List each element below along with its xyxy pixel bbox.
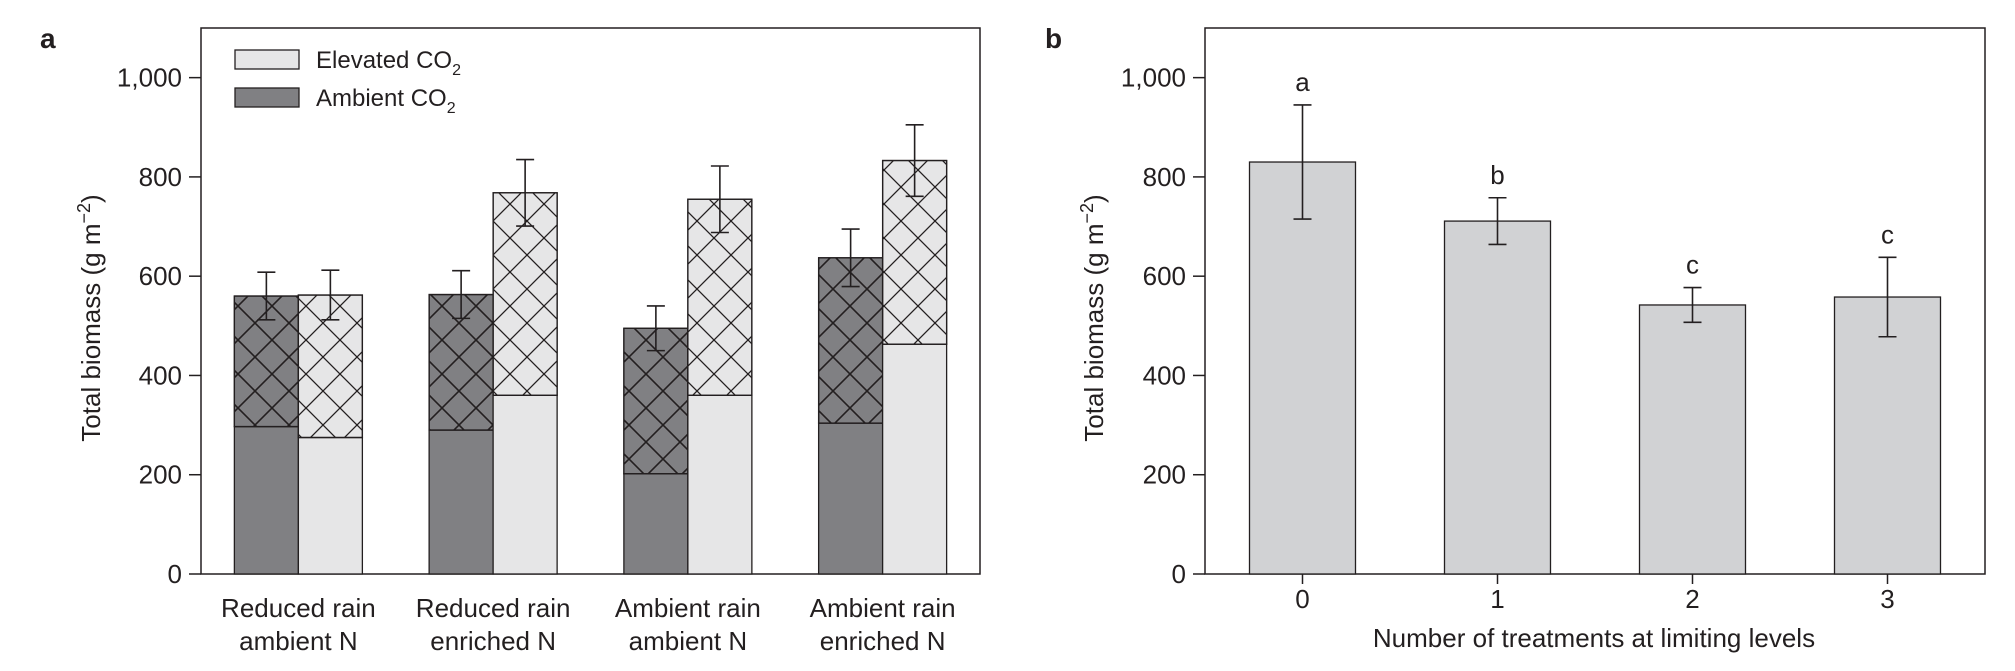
panel-b-y-axis-label: Total biomass (g m−2) (1077, 194, 1109, 441)
panel-b-y-tick-label: 600 (1143, 261, 1186, 291)
legend-label-elevated-co2-main: Elevated CO (316, 47, 452, 74)
bar-elevated-lower (881, 343, 948, 575)
panel-b-bars (1248, 161, 1942, 575)
panel-b-x-axis-label: Number of treatments at limiting levels (1373, 623, 1815, 653)
panel-b-y-tick-label: 200 (1143, 460, 1186, 490)
legend-label-ambient-co2: Ambient CO2 (316, 85, 456, 117)
panel-b-x-tick-label: 0 (1295, 584, 1309, 614)
bar (1248, 161, 1357, 575)
panel-a-x-tick-label-line2: ambient N (239, 626, 358, 656)
panel-a-x-tick-label-line2: enriched N (820, 626, 946, 656)
bar-ambient-lower (623, 473, 689, 575)
panel-b-y-tick-label: 1,000 (1121, 63, 1186, 93)
panel-a-y-tick-label: 600 (139, 261, 182, 291)
panel-a-y-axis-label-main: Total biomass (g m (76, 224, 106, 442)
bar (1833, 296, 1942, 575)
panel-b-x-axis: 0 1 2 3 (1295, 574, 1895, 614)
bar (1443, 220, 1552, 575)
panel-b-y-tick-label: 0 (1172, 559, 1186, 589)
panel-a-y-axis-label-exponent: −2 (74, 203, 94, 224)
panel-a-x-tick-label-line1: Ambient rain (810, 593, 956, 623)
legend-swatch-elevated-co2 (234, 49, 300, 70)
legend-label-elevated-co2-sub: 2 (452, 62, 461, 79)
panel-a-y-tick-label: 200 (139, 460, 182, 490)
legend-label-ambient-co2-sub: 2 (447, 100, 456, 117)
panel-b-y-axis-label-exponent: −2 (1077, 203, 1097, 224)
bar-ambient-lower (428, 429, 494, 575)
bar-elevated-lower (297, 436, 364, 575)
panel-b-x-tick-label: 2 (1685, 584, 1699, 614)
panel-b-error-bars (1293, 104, 1897, 338)
bar-ambient-upper-hatch (623, 327, 689, 475)
panel-b-y-axis: 0 200 400 600 800 1,000 (1121, 63, 1205, 589)
panel-a-bars (233, 159, 948, 575)
legend-label-ambient-co2-main: Ambient CO (316, 85, 447, 112)
significance-letter: c (1686, 250, 1699, 280)
panel-a-y-axis-label-close: ) (76, 194, 106, 203)
panel-a-x-tick-label-line1: Ambient rain (615, 593, 761, 623)
panel-a-x-tick-label-line1: Reduced rain (416, 593, 571, 623)
panel-a-plot-frame (200, 27, 981, 575)
panel-a-y-axis-label: Total biomass (g m−2) (74, 194, 106, 441)
bar-ambient-lower (817, 422, 884, 575)
panel-a-x-tick-label-line2: ambient N (629, 626, 748, 656)
panel-a-letter: a (40, 23, 56, 54)
panel-a-y-axis: 0 200 400 600 800 1,000 (117, 63, 201, 589)
bar-ambient-lower (233, 425, 300, 575)
panel-b-y-tick-label: 800 (1143, 162, 1186, 192)
panel-a-x-tick-label-line1: Reduced rain (221, 593, 376, 623)
panel-b-significance-letters: a b c c (1295, 67, 1894, 280)
bar (1638, 304, 1747, 575)
panel-b-plot-frame (1204, 27, 1986, 575)
significance-letter: c (1881, 219, 1894, 249)
legend-swatch-ambient-co2 (234, 87, 300, 108)
panel-a-y-tick-label: 1,000 (117, 63, 182, 93)
bar-elevated-lower (687, 394, 753, 575)
panel-a-y-tick-label: 800 (139, 162, 182, 192)
panel-a-y-tick-label: 400 (139, 360, 182, 390)
panel-a-y-tick-label: 0 (168, 559, 182, 589)
panel-a: a 0 200 400 600 800 1,000 Total biomass (g m−… (40, 23, 981, 656)
panel-b-y-tick-label: 400 (1143, 360, 1186, 390)
panel-a-error-bars (257, 123, 924, 352)
panel-a-x-tick-label-line2: enriched N (430, 626, 556, 656)
panel-b-y-axis-label-main: Total biomass (g m (1079, 224, 1109, 442)
panel-b-x-tick-label: 1 (1490, 584, 1504, 614)
bar-elevated-lower (492, 394, 558, 575)
significance-letter: a (1295, 67, 1310, 97)
panel-b-letter: b (1045, 23, 1062, 54)
legend-label-elevated-co2: Elevated CO2 (316, 47, 461, 79)
panel-b-x-tick-label: 3 (1880, 584, 1894, 614)
panel-b: b 0 200 400 600 800 1,000 Total biomass (g m−… (1045, 23, 1986, 653)
panel-b-y-axis-label-close: ) (1079, 194, 1109, 203)
significance-letter: b (1490, 160, 1504, 190)
panel-a-legend: Elevated CO2 Ambient CO2 (234, 47, 461, 117)
